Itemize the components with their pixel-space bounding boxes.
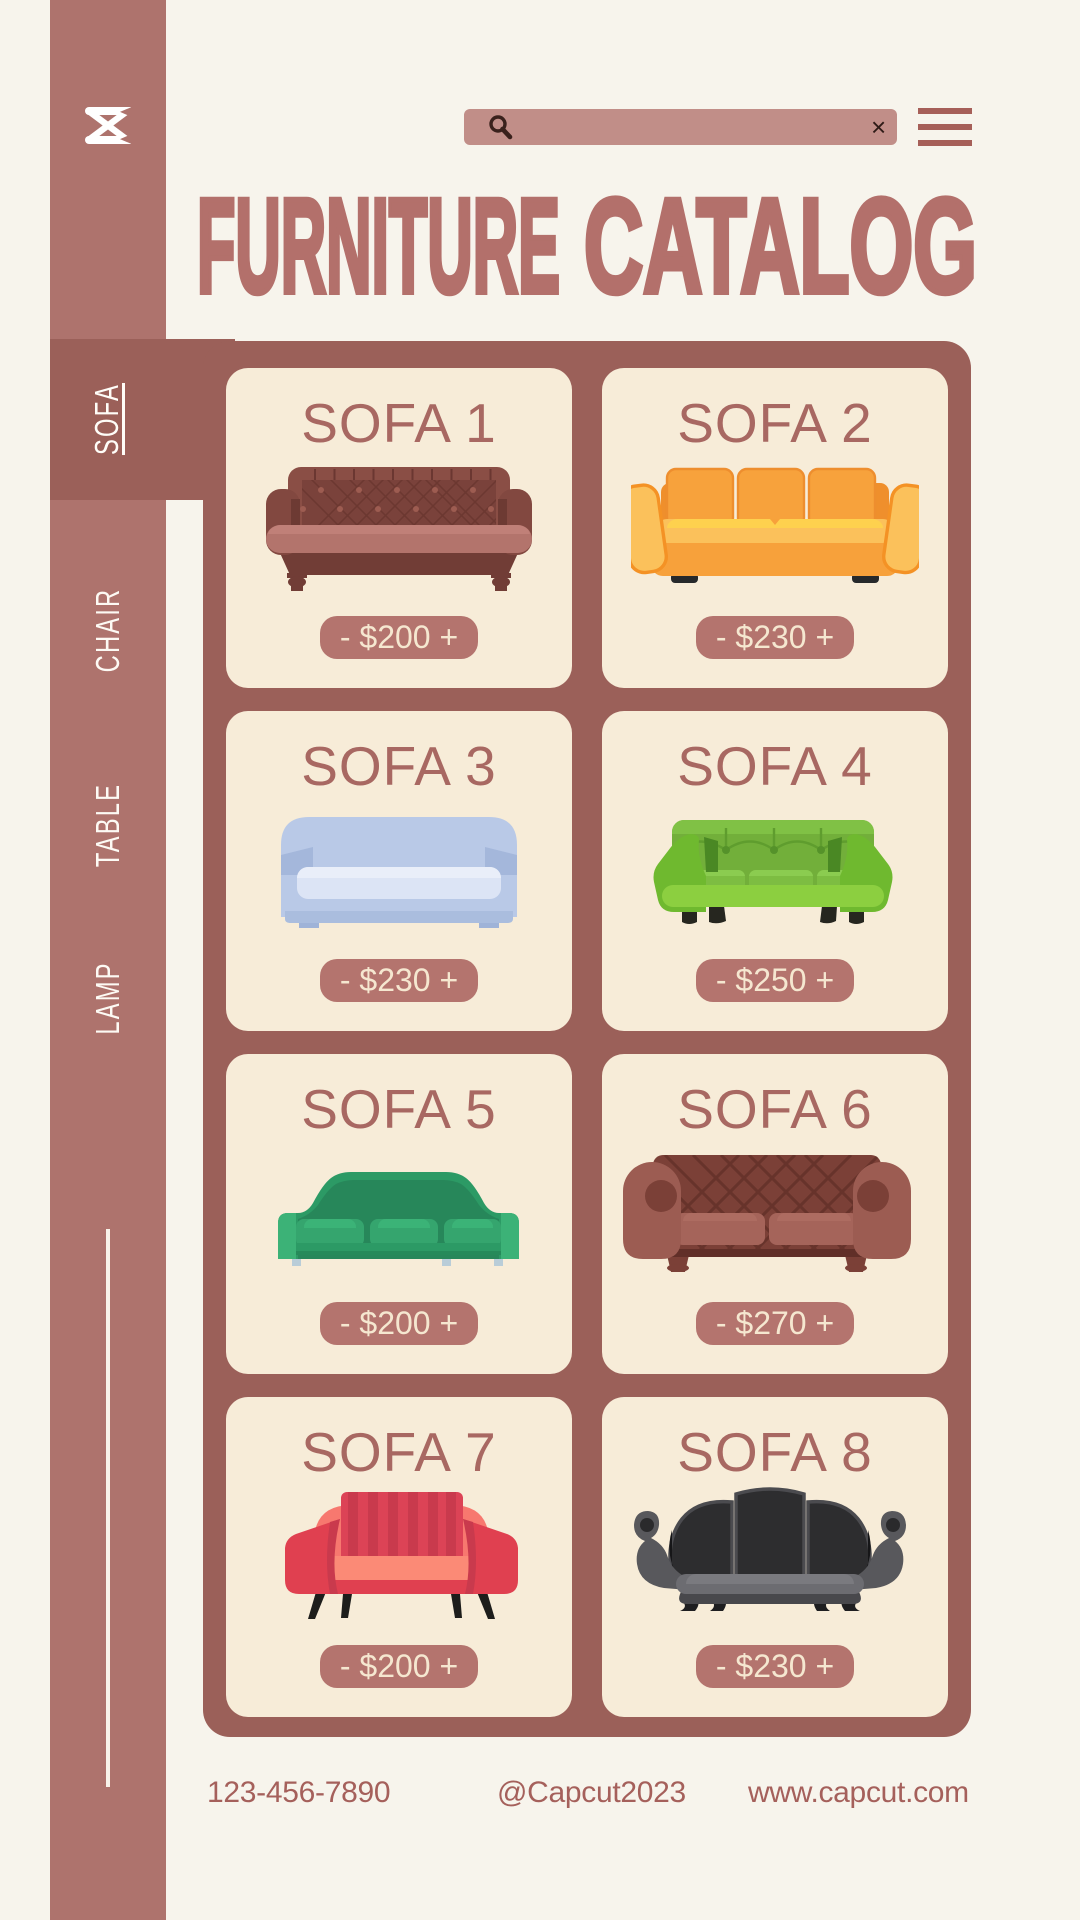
svg-text:FURNITURE: FURNITURE <box>197 172 560 320</box>
svg-text:CATALOG: CATALOG <box>584 172 977 320</box>
